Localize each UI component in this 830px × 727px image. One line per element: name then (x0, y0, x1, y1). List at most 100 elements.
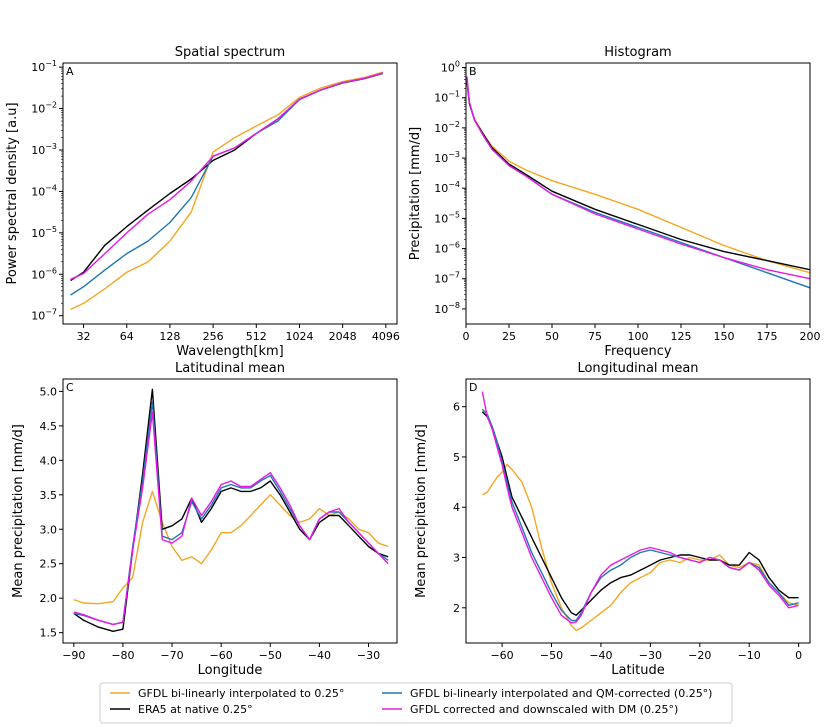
x-tick-label: 128 (159, 330, 180, 343)
y-tick-label: 10−3 (434, 150, 460, 165)
y-tick-label: 5.0 (40, 385, 58, 398)
legend-label: GFDL corrected and downscaled with DM (0… (410, 703, 678, 716)
panel-a: 32 64 128 256 512 1024 2048 409610−710−610−510−… (5, 45, 400, 359)
y-tick-label: 10−5 (434, 210, 460, 225)
panel-title: Spatial spectrum (175, 45, 285, 60)
y-tick-exponent: −5 (45, 225, 57, 234)
legend-label: GFDL bi-linearly interpolated to 0.25° (138, 687, 344, 700)
y-tick-base: 10 (31, 144, 45, 157)
y-tick-exponent: 0 (455, 60, 460, 69)
y-tick-label: 10−1 (434, 90, 460, 105)
x-tick-label: 50 (545, 330, 559, 343)
y-tick-base: 10 (31, 61, 45, 74)
y-tick-label: 3.5 (40, 489, 58, 502)
legend-entry-gfdl_qm: GFDL bi-linearly interpolated and QM-cor… (382, 687, 712, 700)
legend-label: GFDL bi-linearly interpolated and QM-cor… (410, 687, 712, 700)
x-tick-label: −90 (62, 649, 85, 662)
y-tick-base: 10 (434, 273, 448, 286)
series-group (70, 71, 383, 311)
x-tick-label: −40 (589, 649, 612, 662)
y-tick-label: 3.0 (40, 523, 58, 536)
y-tick-base: 10 (434, 92, 448, 105)
x-tick-label: 64 (120, 330, 134, 343)
x-tick-label: 0 (463, 330, 470, 343)
y-tick-base: 10 (434, 122, 448, 135)
x-tick-label: 125 (671, 330, 692, 343)
x-tick-label: −80 (111, 649, 134, 662)
x-tick-label: 175 (757, 330, 778, 343)
series-line-era5 (481, 411, 799, 616)
panels: 32 64 128 256 512 1024 2048 409610−710−610−510−… (5, 45, 821, 678)
axes-frame (62, 62, 398, 325)
x-tick-label: 100 (628, 330, 649, 343)
x-tick-label: −30 (357, 649, 380, 662)
x-tick-label: −60 (210, 649, 233, 662)
x-tick-label: −10 (738, 649, 761, 662)
panel-letter: B (469, 65, 477, 78)
y-tick-label: 2 (453, 602, 460, 615)
y-tick-exponent: −5 (448, 210, 460, 219)
legend-box (99, 682, 733, 724)
series-line-gfdl_dm (481, 391, 799, 624)
axes-frame (465, 62, 811, 325)
y-tick-exponent: −6 (448, 241, 460, 250)
y-tick-base: 10 (434, 212, 448, 225)
y-tick-label: 10−4 (434, 180, 460, 195)
y-tick-exponent: −1 (448, 90, 460, 99)
y-tick-label: 4 (453, 501, 460, 514)
x-tick-label: −40 (308, 649, 331, 662)
panel-letter: C (66, 381, 74, 394)
y-tick-label: 10−8 (434, 301, 460, 316)
x-tick-label: 32 (77, 330, 91, 343)
x-tick-label: 75 (588, 330, 602, 343)
x-axis-label: Wavelength[km] (176, 344, 283, 359)
series-line-gfdl_qm (70, 72, 383, 296)
y-tick-exponent: −8 (448, 301, 460, 310)
x-tick-label: 512 (246, 330, 267, 343)
x-tick-label: 256 (203, 330, 224, 343)
x-tick-label: 25 (502, 330, 516, 343)
x-tick-label: −20 (688, 649, 711, 662)
y-tick-label: 10−3 (31, 142, 57, 157)
y-tick-label: 1.5 (40, 627, 58, 640)
series-line-gfdl_bilinear (70, 71, 383, 311)
y-tick-label: 4.0 (40, 454, 58, 467)
x-tick-label: 150 (714, 330, 735, 343)
x-axis-label: Frequency (604, 344, 671, 359)
y-tick-label: 10−6 (31, 266, 57, 281)
y-tick-exponent: −7 (448, 271, 460, 280)
series-line-gfdl_bilinear (481, 463, 799, 632)
x-tick-label: −30 (639, 649, 662, 662)
panel-title: Histogram (604, 45, 671, 60)
y-tick-base: 10 (434, 182, 448, 195)
y-tick-label: 10−6 (434, 241, 460, 256)
series-group (481, 391, 799, 632)
y-tick-exponent: −1 (45, 59, 57, 68)
y-tick-label: 10−2 (31, 101, 57, 116)
series-line-gfdl_qm (481, 408, 799, 622)
y-tick-base: 10 (31, 227, 45, 240)
y-axis-label: Power spectral density [a.u] (5, 102, 20, 284)
series-line-era5 (466, 79, 810, 271)
x-tick-label: 1024 (285, 330, 313, 343)
x-tick-label: 2048 (329, 330, 357, 343)
x-tick-label: −50 (540, 649, 563, 662)
panel-b: 0 25 50 75 100 125 150 175 20010−810−710−610−510… (408, 45, 821, 359)
y-tick-label: 4.5 (40, 420, 58, 433)
y-tick-base: 10 (31, 268, 45, 281)
y-tick-label: 100 (441, 60, 460, 75)
series-line-gfdl_bilinear (466, 82, 810, 274)
y-tick-label: 5 (453, 451, 460, 464)
panel-d: −60 −50 −40 −30 −20 −10 0 2 3 4 5 6 Longitudinal mea… (414, 361, 811, 678)
series-line-gfdl_dm (73, 411, 389, 626)
series-line-gfdl_bilinear (73, 490, 389, 605)
x-tick-label: 200 (800, 330, 821, 343)
x-tick-label: −70 (160, 649, 183, 662)
y-tick-base: 10 (441, 62, 455, 75)
legend-entry-era5: ERA5 at native 0.25° (110, 703, 253, 716)
y-tick-exponent: −3 (448, 150, 460, 159)
y-tick-label: 2.0 (40, 592, 58, 605)
y-tick-exponent: −4 (448, 180, 460, 189)
y-axis-label: Precipitation [mm/d] (408, 127, 423, 261)
